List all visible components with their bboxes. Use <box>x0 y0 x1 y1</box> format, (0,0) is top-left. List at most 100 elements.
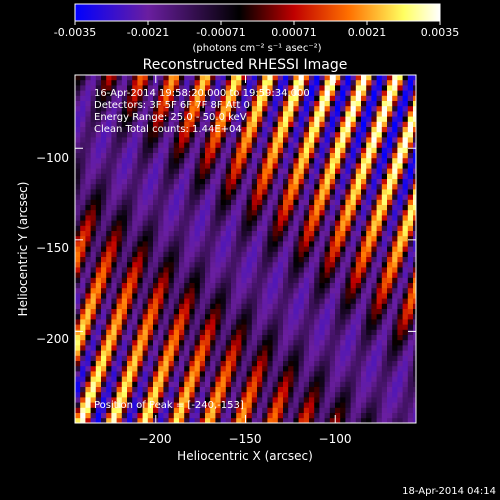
heatmap-cell <box>225 345 232 351</box>
heatmap-cell <box>111 392 117 398</box>
heatmap-cell <box>361 376 367 383</box>
heatmap-cell <box>413 241 416 247</box>
heatmap-cell <box>397 189 403 195</box>
heatmap-cell <box>153 376 159 383</box>
heatmap-cell <box>210 329 216 336</box>
heatmap-cell <box>361 355 367 362</box>
heatmap-cell <box>387 95 393 102</box>
heatmap-cell <box>173 241 180 247</box>
heatmap-cell <box>142 257 149 263</box>
heatmap-cell <box>179 210 185 216</box>
heatmap-cell <box>251 116 258 123</box>
heatmap-cell <box>350 246 357 253</box>
heatmap-cell <box>147 407 154 414</box>
heatmap-cell <box>142 179 149 185</box>
heatmap-cell <box>335 101 341 107</box>
heatmap-cell <box>324 75 331 81</box>
heatmap-cell <box>251 194 258 201</box>
heatmap-cell <box>288 314 294 320</box>
heatmap-cell <box>314 189 320 195</box>
heatmap-cell <box>241 413 247 419</box>
heatmap-cell <box>303 366 310 372</box>
heatmap-cell <box>298 392 305 398</box>
heatmap-cell <box>215 101 221 107</box>
heatmap-cell <box>194 147 201 154</box>
heatmap-cell <box>303 75 310 81</box>
heatmap-cell <box>402 371 409 377</box>
heatmap-cell <box>95 272 102 279</box>
heatmap-cell <box>106 142 112 149</box>
heatmap-cell <box>163 205 169 211</box>
heatmap-cell <box>199 142 206 149</box>
heatmap-cell <box>402 355 409 362</box>
heatmap-cell <box>236 236 242 242</box>
heatmap-cell <box>324 225 331 232</box>
heatmap-cell <box>397 111 403 117</box>
heatmap-cell <box>142 387 149 393</box>
heatmap-cell <box>272 137 279 143</box>
heatmap-cell <box>236 392 242 398</box>
heatmap-cell <box>355 90 362 97</box>
heatmap-cell <box>267 173 273 180</box>
heatmap-cell <box>168 381 175 388</box>
heatmap-cell <box>402 194 409 201</box>
heatmap-cell <box>392 231 398 237</box>
heatmap-cell <box>75 277 81 284</box>
heatmap-cell <box>371 345 377 351</box>
heatmap-cell <box>220 158 227 164</box>
heatmap-cell <box>413 184 416 190</box>
heatmap-cell <box>283 324 289 331</box>
heatmap-cell <box>142 418 149 423</box>
heatmap-cell <box>142 293 149 299</box>
heatmap-cell <box>173 340 180 346</box>
heatmap-cell <box>387 236 393 242</box>
heatmap-cell <box>80 293 86 299</box>
heatmap-cell <box>262 335 268 341</box>
heatmap-cell <box>298 153 305 159</box>
heatmap-cell <box>329 85 336 91</box>
heatmap-cell <box>189 288 195 294</box>
heatmap-cell <box>381 111 388 117</box>
heatmap-cell <box>355 366 362 372</box>
heatmap-cell <box>376 319 383 325</box>
heatmap-cell <box>95 324 102 331</box>
heatmap-cell <box>75 397 81 403</box>
heatmap-cell <box>85 418 91 423</box>
heatmap-cell <box>225 199 232 206</box>
heatmap-cell <box>272 257 279 263</box>
heatmap-cell <box>288 184 294 190</box>
heatmap-cell <box>303 319 310 325</box>
heatmap-cell <box>324 319 331 325</box>
heatmap-cell <box>142 158 149 164</box>
heatmap-cell <box>319 298 325 305</box>
heatmap-cell <box>277 355 284 362</box>
heatmap-cell <box>127 153 133 159</box>
heatmap-cell <box>236 303 242 310</box>
heatmap-cell <box>288 361 294 367</box>
heatmap-cell <box>376 132 383 138</box>
heatmap-cell <box>210 80 216 86</box>
heatmap-cell <box>137 345 143 351</box>
heatmap-cell <box>184 350 190 357</box>
heatmap-cell <box>111 85 117 91</box>
heatmap-cell <box>376 355 383 362</box>
heatmap-cell <box>319 199 325 206</box>
heatmap-cell <box>205 147 211 154</box>
heatmap-cell <box>397 407 403 414</box>
heatmap-cell <box>220 132 227 138</box>
heatmap-cell <box>158 251 164 258</box>
heatmap-cell <box>189 189 195 195</box>
heatmap-cell <box>111 413 117 419</box>
info-overlay: 16-Apr-2014 19:58:20.000 to 19:59:34.000… <box>94 88 310 411</box>
heatmap-cell <box>101 199 107 206</box>
heatmap-cell <box>262 381 268 388</box>
heatmap-cell <box>158 277 164 284</box>
heatmap-cell <box>361 210 367 216</box>
heatmap-cell <box>241 220 247 227</box>
heatmap-cell <box>101 184 107 190</box>
heatmap-cell <box>179 251 185 258</box>
heatmap-cell <box>106 324 112 331</box>
heatmap-cell <box>225 246 232 253</box>
heatmap-cell <box>215 75 221 81</box>
heatmap-cell <box>303 277 310 284</box>
